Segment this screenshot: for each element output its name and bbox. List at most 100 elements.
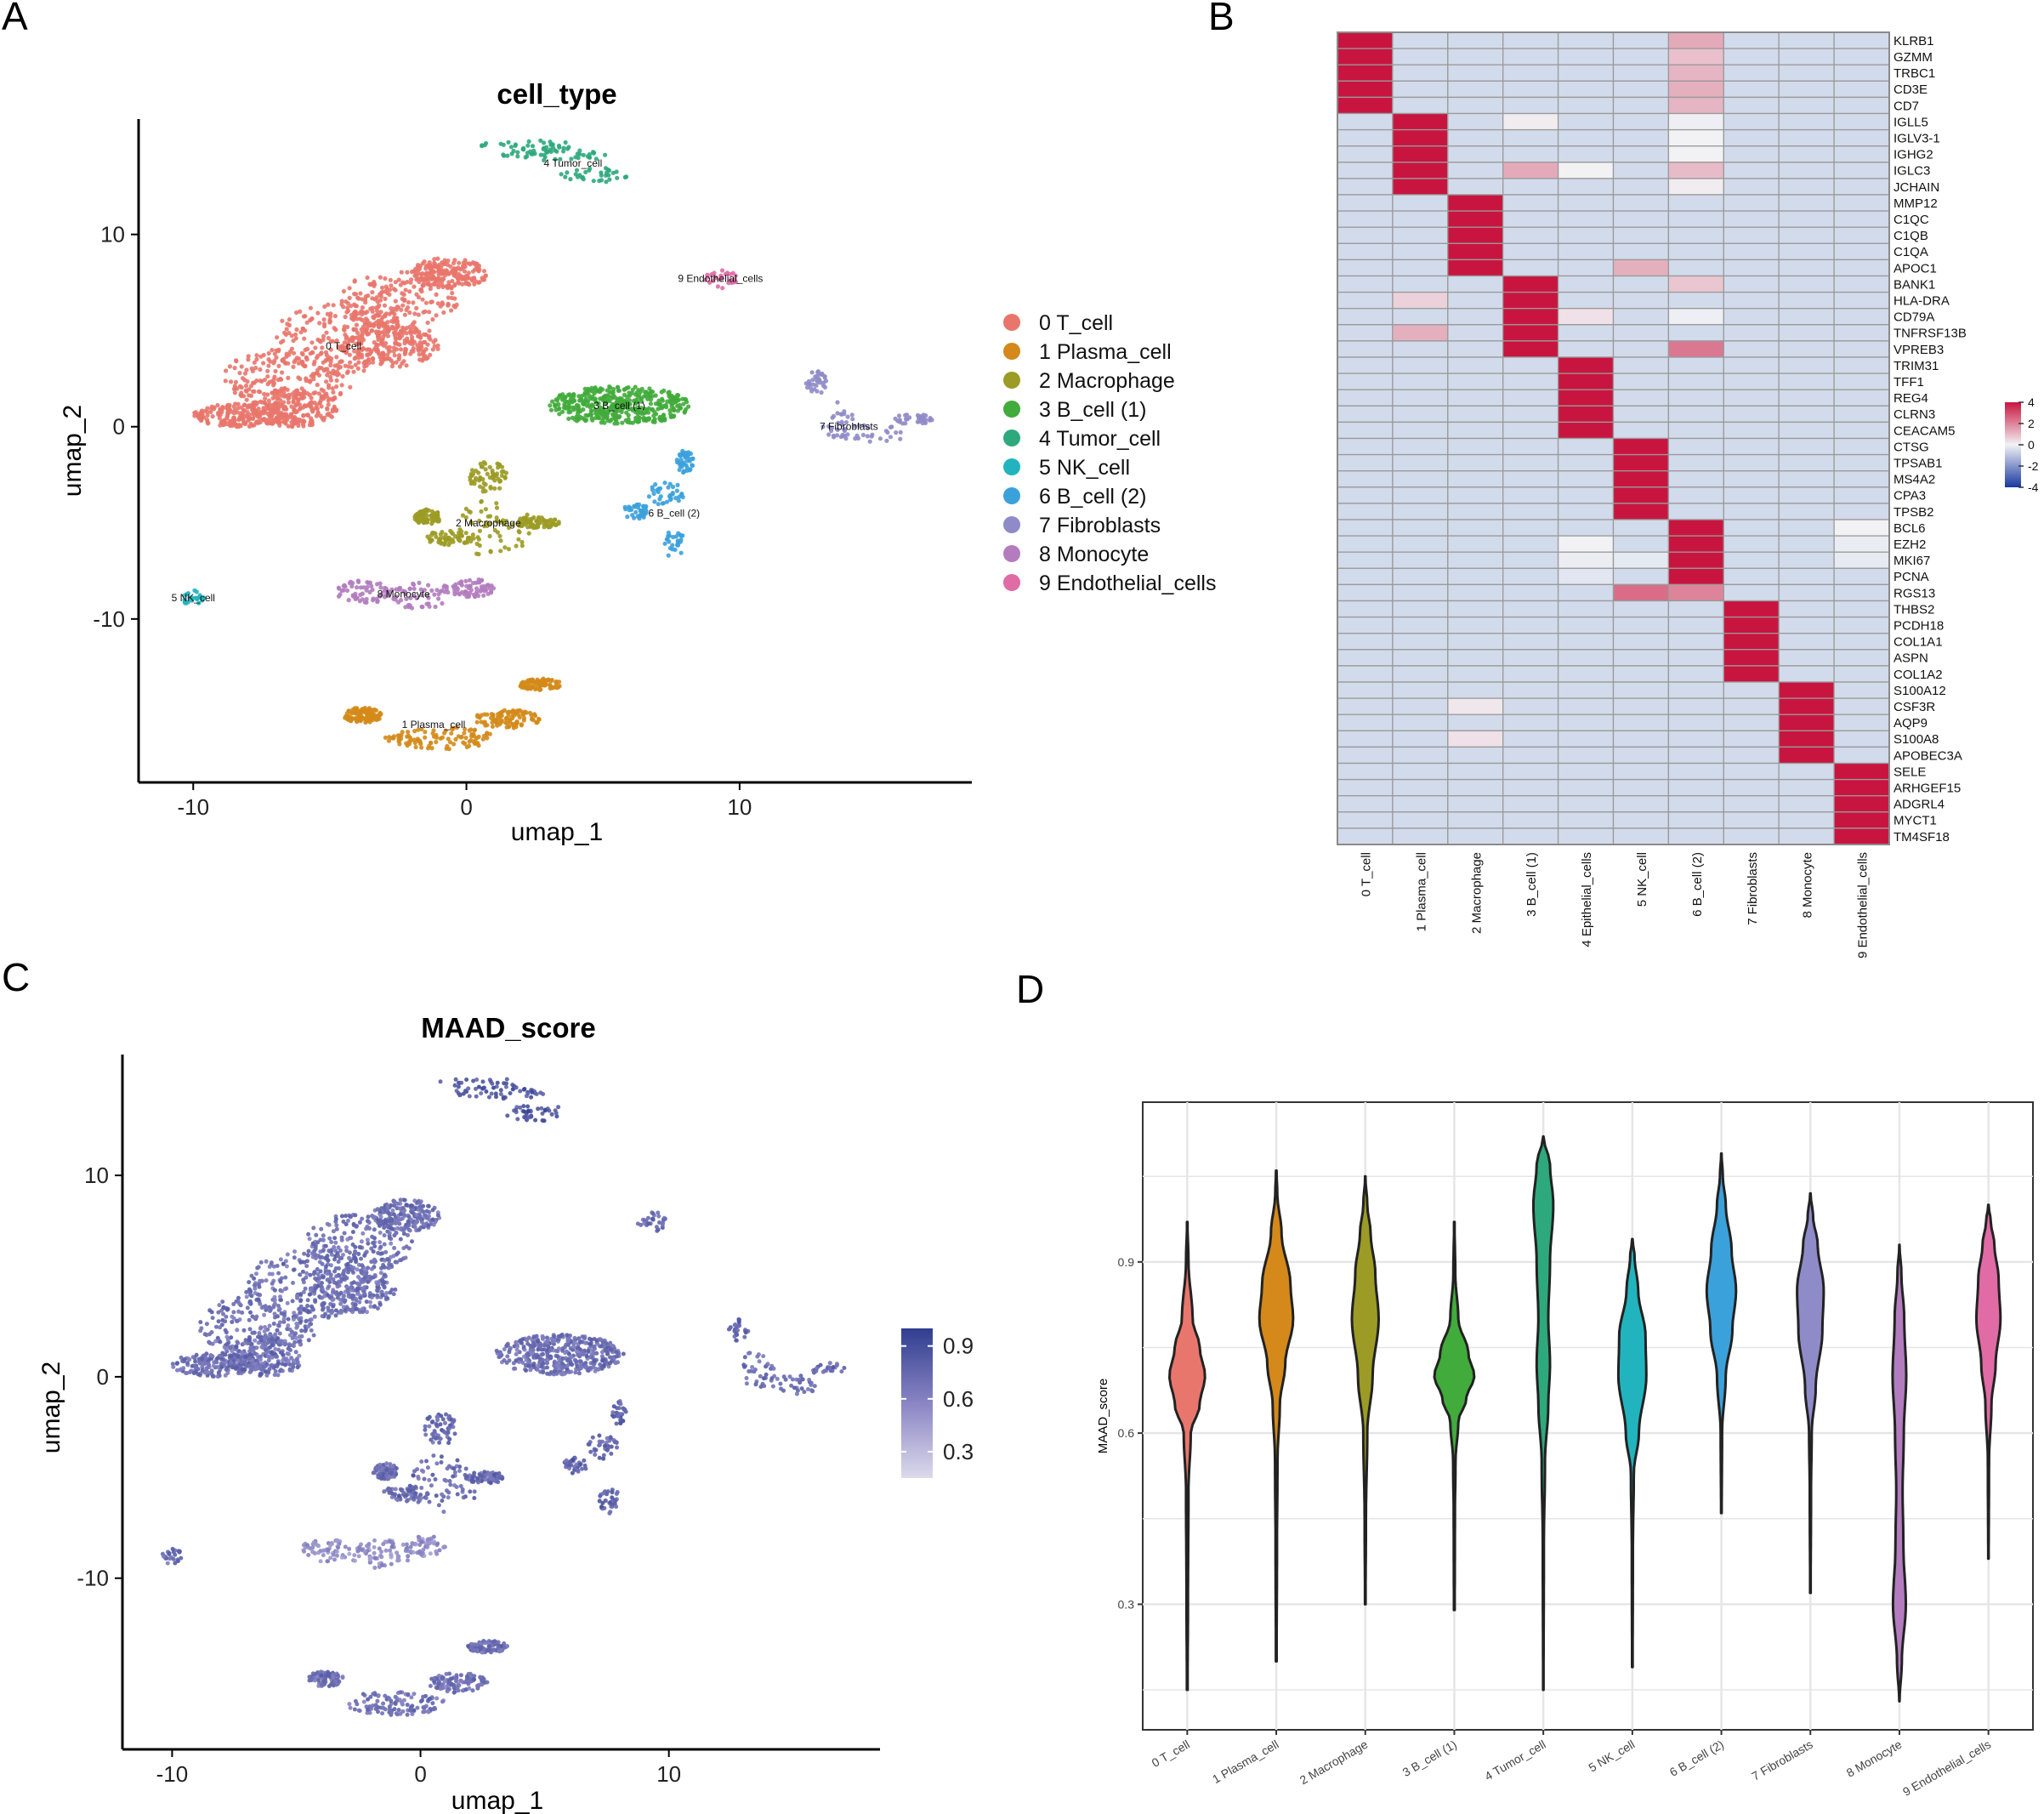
heatmap-cell — [1447, 389, 1504, 407]
umap-point — [404, 363, 409, 368]
umap-point — [321, 317, 326, 322]
umap-point — [424, 1215, 429, 1220]
umap-point — [428, 352, 433, 357]
umap-maad-score-points — [160, 1077, 847, 1717]
umap-point — [426, 746, 431, 751]
umap-point — [234, 1345, 239, 1350]
heatmap-cell — [1833, 356, 1890, 374]
umap-point — [229, 379, 234, 384]
heatmap-cell — [1723, 356, 1780, 374]
umap-point — [349, 312, 355, 317]
umap-point — [592, 390, 597, 396]
heatmap-cell — [1833, 503, 1890, 520]
heatmap-cell — [1557, 762, 1615, 781]
heatmap-gene-label: TFF1 — [1894, 375, 1924, 390]
umap-point — [199, 1326, 204, 1331]
umap-point — [369, 328, 375, 333]
umap-point — [591, 179, 596, 184]
heatmap-cell — [1392, 519, 1449, 537]
heatmap-cell — [1612, 795, 1670, 813]
heatmap-cell — [1557, 48, 1615, 65]
umap-point — [455, 276, 460, 281]
heatmap-cell — [1667, 503, 1724, 520]
heatmap-cell — [1723, 583, 1780, 602]
panel-label-b: B — [1208, 0, 1235, 38]
umap-point — [630, 420, 635, 425]
umap-point — [355, 295, 361, 300]
umap-point — [488, 486, 493, 491]
umap-point — [818, 380, 823, 385]
umap-point — [563, 174, 568, 179]
umap-point — [299, 386, 304, 391]
umap-point — [269, 1260, 274, 1265]
heatmap-cell — [1392, 178, 1449, 196]
heatmap-cell — [1612, 275, 1670, 293]
umap-point — [305, 1298, 310, 1303]
umap-point — [506, 547, 512, 552]
umap-point — [241, 1328, 247, 1333]
heatmap-gene-label: S100A8 — [1894, 732, 1939, 747]
heatmap-cell — [1392, 389, 1449, 407]
heatmap-cell — [1337, 128, 1394, 147]
x-tick-label: 0 — [460, 794, 472, 820]
heatmap-cell — [1337, 372, 1394, 390]
umap-point — [296, 1339, 301, 1345]
heatmap-cell — [1778, 714, 1835, 731]
umap-point — [452, 281, 457, 287]
heatmap-gene-label: TRBC1 — [1894, 66, 1935, 81]
umap-point — [248, 384, 254, 389]
umap-point — [423, 300, 429, 305]
umap-point — [276, 1271, 281, 1276]
umap-point — [294, 1325, 299, 1330]
umap-point — [360, 305, 365, 310]
heatmap-cell — [1667, 470, 1724, 488]
umap-point — [244, 1294, 249, 1299]
heatmap-gene-label: EZH2 — [1894, 537, 1926, 552]
umap-point — [592, 386, 598, 391]
umap-point — [328, 378, 333, 383]
umap-point — [175, 1361, 180, 1366]
umap-point — [379, 341, 384, 347]
umap-point — [458, 532, 464, 538]
umap-point — [668, 414, 673, 419]
umap-point — [308, 318, 313, 323]
heatmap-cell — [1447, 112, 1504, 131]
umap-point — [275, 349, 281, 354]
umap-point — [417, 340, 423, 345]
heatmap-cell — [1502, 778, 1559, 797]
heatmap-cell — [1833, 194, 1890, 212]
umap-point — [277, 1331, 282, 1336]
umap-point — [220, 1299, 225, 1305]
umap-point — [275, 395, 281, 400]
heatmap-gene-label: JCHAIN — [1894, 180, 1939, 195]
heatmap-cell — [1778, 389, 1835, 407]
umap-point — [352, 349, 357, 354]
umap-point — [440, 276, 445, 281]
umap-point — [557, 412, 562, 417]
umap-point — [395, 347, 400, 352]
umap-point — [270, 348, 275, 353]
umap-point — [365, 352, 370, 357]
heatmap-cell — [1667, 340, 1724, 358]
umap-point — [267, 1265, 272, 1269]
umap-point — [344, 350, 349, 355]
umap-point — [466, 270, 471, 276]
umap-point — [270, 390, 275, 395]
cluster-label: 9 Endothelial_cells — [678, 273, 763, 285]
heatmap-cell — [1447, 96, 1504, 115]
heatmap-cell — [1392, 48, 1449, 65]
heatmap-cell — [1667, 64, 1724, 82]
umap-point — [342, 327, 347, 333]
umap-point — [347, 295, 352, 300]
umap-point — [526, 139, 531, 144]
umap-point — [244, 389, 249, 394]
umap-point — [186, 1356, 191, 1362]
umap-point — [365, 275, 370, 281]
umap-point — [325, 367, 330, 372]
heatmap-cell — [1447, 308, 1504, 326]
heatmap-gene-label: CD7 — [1894, 99, 1919, 113]
umap-point — [305, 412, 310, 418]
heatmap-cell — [1833, 795, 1890, 813]
umap-point — [429, 282, 434, 287]
umap-point — [338, 1279, 344, 1284]
